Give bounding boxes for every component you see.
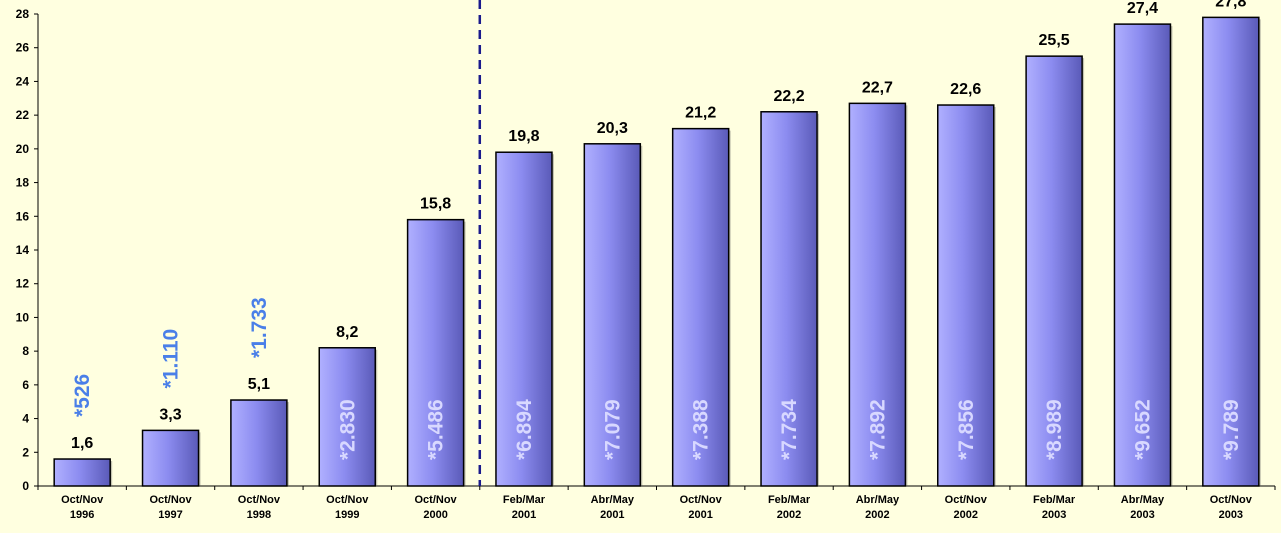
bar <box>53 458 111 487</box>
bar-count-label: *7.388 <box>690 399 713 460</box>
bar-count-label: *6.894 <box>513 399 536 460</box>
x-category-label-line1: Abr/May <box>856 494 900 506</box>
y-tick-label: 12 <box>16 277 30 291</box>
bar-value-label: 19,8 <box>508 128 539 145</box>
x-category-label-line2: 1998 <box>247 509 271 521</box>
x-category-label-line1: Oct/Nov <box>415 494 458 506</box>
x-category-label-line2: 2003 <box>1219 509 1243 521</box>
y-tick-label: 4 <box>22 412 29 426</box>
x-category-label-line2: 2003 <box>1042 509 1066 521</box>
x-category-label-line1: Oct/Nov <box>1210 494 1253 506</box>
bar <box>1202 16 1260 487</box>
x-category-label-line2: 1996 <box>70 509 94 521</box>
bar-value-label: 5,1 <box>248 376 270 393</box>
bar-count-label: *8.989 <box>1043 399 1066 460</box>
bar-count-label: *2.830 <box>336 399 359 460</box>
bar-count-label: *526 <box>71 374 94 417</box>
bar <box>583 143 642 487</box>
bar <box>760 111 818 487</box>
bar <box>848 102 907 487</box>
bar-value-label: 27,4 <box>1127 0 1158 17</box>
bar-value-label: 15,8 <box>420 196 451 213</box>
x-category-label-line2: 2002 <box>954 509 978 521</box>
bar-count-label: *7.892 <box>866 399 889 460</box>
y-tick-label: 10 <box>16 310 30 324</box>
x-category-label-line2: 2000 <box>423 509 447 521</box>
bar-value-label: 22,2 <box>773 88 804 105</box>
x-category-label-line1: Oct/Nov <box>326 494 369 506</box>
y-tick-label: 2 <box>22 445 29 459</box>
bar-value-label: 3,3 <box>159 406 181 423</box>
x-category-label-line1: Oct/Nov <box>238 494 281 506</box>
x-category-label-line2: 1997 <box>158 509 182 521</box>
x-category-label-line2: 2003 <box>1130 509 1154 521</box>
x-category-label-line1: Feb/Mar <box>768 494 811 506</box>
bar <box>230 399 288 487</box>
x-category-label-line1: Abr/May <box>1121 494 1165 506</box>
bar-count-label: *7.079 <box>601 399 624 460</box>
bar-value-label: 22,7 <box>862 79 893 96</box>
bar-value-label: 20,3 <box>597 120 628 137</box>
bar-count-label: *7.856 <box>955 399 978 460</box>
bar <box>671 127 730 487</box>
bar <box>1113 23 1172 487</box>
y-tick-label: 22 <box>16 108 30 122</box>
x-category-label-line2: 1999 <box>335 509 359 521</box>
bar-value-label: 1,6 <box>71 435 93 452</box>
x-category-label-line2: 2001 <box>688 509 712 521</box>
y-tick-label: 14 <box>16 243 30 257</box>
bar-value-label: 22,6 <box>950 81 981 98</box>
x-category-label-line2: 2001 <box>512 509 536 521</box>
bar-value-label: 8,2 <box>336 324 358 341</box>
y-tick-label: 26 <box>16 41 30 55</box>
y-tick-label: 18 <box>16 176 30 190</box>
y-tick-label: 24 <box>16 74 30 88</box>
y-tick-label: 16 <box>16 209 30 223</box>
x-category-label-line1: Oct/Nov <box>61 494 104 506</box>
bar-count-label: *9.652 <box>1131 399 1154 460</box>
bar <box>1025 55 1083 487</box>
y-tick-label: 0 <box>22 479 29 493</box>
y-tick-label: 28 <box>16 7 30 21</box>
y-tick-label: 20 <box>16 142 30 156</box>
bar-count-label: *9.789 <box>1220 399 1243 460</box>
x-category-label-line2: 2002 <box>777 509 801 521</box>
bar-value-label: 25,5 <box>1039 32 1070 49</box>
bar-count-label: *1.110 <box>160 329 183 389</box>
bar <box>141 429 200 487</box>
bar <box>318 347 376 487</box>
bar <box>406 218 465 487</box>
bar <box>495 151 553 487</box>
bar-value-label: 21,2 <box>685 105 716 122</box>
x-category-label-line1: Oct/Nov <box>149 494 192 506</box>
y-tick-label: 6 <box>22 378 29 392</box>
x-category-label-line1: Feb/Mar <box>1033 494 1076 506</box>
bar-count-label: *5.486 <box>425 399 448 460</box>
x-category-label-line2: 2001 <box>600 509 624 521</box>
bar-count-label: *7.734 <box>778 399 801 460</box>
x-category-label-line2: 2002 <box>865 509 889 521</box>
x-category-label-line1: Abr/May <box>591 494 635 506</box>
bar-count-label: *1.733 <box>248 297 271 358</box>
x-category-label-line1: Oct/Nov <box>680 494 723 506</box>
y-tick-label: 8 <box>22 344 29 358</box>
x-category-label-line1: Oct/Nov <box>945 494 988 506</box>
bar-value-label: 27,8 <box>1215 0 1246 10</box>
x-category-label-line1: Feb/Mar <box>503 494 546 506</box>
bar <box>937 104 995 487</box>
